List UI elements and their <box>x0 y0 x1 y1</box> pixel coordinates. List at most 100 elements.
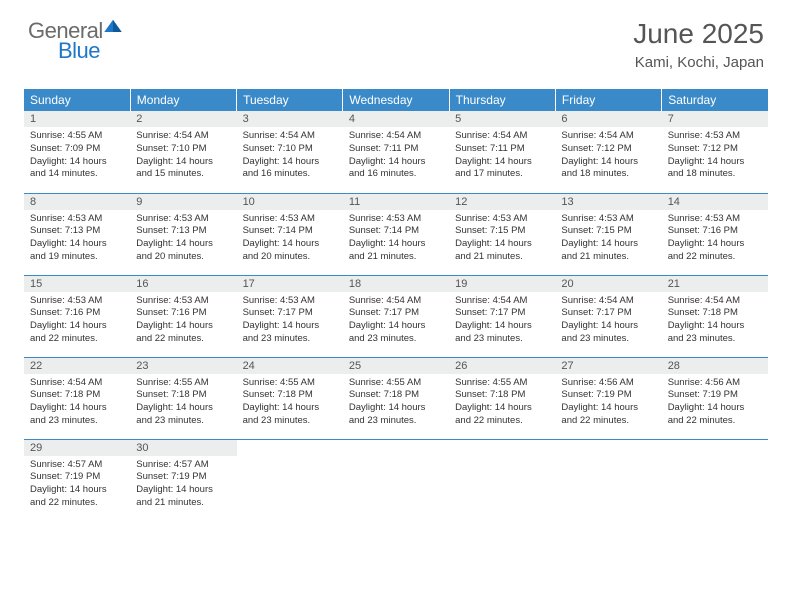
calendar-row: 22Sunrise: 4:54 AMSunset: 7:18 PMDayligh… <box>24 357 768 439</box>
logo-triangle-icon <box>104 18 122 37</box>
day-number: 23 <box>130 358 236 374</box>
calendar-cell: 28Sunrise: 4:56 AMSunset: 7:19 PMDayligh… <box>662 357 768 439</box>
sunrise-line: Sunrise: 4:53 AM <box>349 213 443 226</box>
daylight-line: Daylight: 14 hours and 23 minutes. <box>136 402 230 428</box>
sunset-line: Sunset: 7:11 PM <box>349 143 443 156</box>
day-details: Sunrise: 4:55 AMSunset: 7:18 PMDaylight:… <box>343 374 449 432</box>
sunset-line: Sunset: 7:17 PM <box>455 307 549 320</box>
day-details: Sunrise: 4:55 AMSunset: 7:18 PMDaylight:… <box>237 374 343 432</box>
day-number: 3 <box>237 111 343 127</box>
sunrise-line: Sunrise: 4:56 AM <box>561 377 655 390</box>
sunrise-line: Sunrise: 4:54 AM <box>30 377 124 390</box>
calendar-cell <box>343 439 449 521</box>
sunrise-line: Sunrise: 4:55 AM <box>30 130 124 143</box>
daylight-line: Daylight: 14 hours and 21 minutes. <box>136 484 230 510</box>
daylight-line: Daylight: 14 hours and 21 minutes. <box>455 238 549 264</box>
daylight-line: Daylight: 14 hours and 20 minutes. <box>136 238 230 264</box>
day-number: 18 <box>343 276 449 292</box>
calendar-cell <box>237 439 343 521</box>
day-number: 30 <box>130 440 236 456</box>
sunrise-line: Sunrise: 4:55 AM <box>136 377 230 390</box>
day-number: 4 <box>343 111 449 127</box>
sunset-line: Sunset: 7:19 PM <box>668 389 762 402</box>
day-number: 2 <box>130 111 236 127</box>
sunset-line: Sunset: 7:12 PM <box>561 143 655 156</box>
day-number: 16 <box>130 276 236 292</box>
calendar-cell: 2Sunrise: 4:54 AMSunset: 7:10 PMDaylight… <box>130 111 236 193</box>
sunset-line: Sunset: 7:18 PM <box>30 389 124 402</box>
day-number: 5 <box>449 111 555 127</box>
sunrise-line: Sunrise: 4:56 AM <box>668 377 762 390</box>
calendar-row: 8Sunrise: 4:53 AMSunset: 7:13 PMDaylight… <box>24 193 768 275</box>
calendar-cell: 16Sunrise: 4:53 AMSunset: 7:16 PMDayligh… <box>130 275 236 357</box>
calendar-cell <box>662 439 768 521</box>
calendar-cell: 10Sunrise: 4:53 AMSunset: 7:14 PMDayligh… <box>237 193 343 275</box>
sunrise-line: Sunrise: 4:55 AM <box>455 377 549 390</box>
sunrise-line: Sunrise: 4:53 AM <box>30 213 124 226</box>
logo-text-blue: Blue <box>58 38 122 64</box>
day-number: 25 <box>343 358 449 374</box>
daylight-line: Daylight: 14 hours and 23 minutes. <box>243 402 337 428</box>
weekday-header: Friday <box>555 89 661 111</box>
sunrise-line: Sunrise: 4:54 AM <box>243 130 337 143</box>
sunset-line: Sunset: 7:19 PM <box>136 471 230 484</box>
sunset-line: Sunset: 7:12 PM <box>668 143 762 156</box>
location-label: Kami, Kochi, Japan <box>633 54 764 71</box>
daylight-line: Daylight: 14 hours and 23 minutes. <box>668 320 762 346</box>
day-number: 1 <box>24 111 130 127</box>
day-number: 22 <box>24 358 130 374</box>
calendar-table: Sunday Monday Tuesday Wednesday Thursday… <box>24 89 768 521</box>
daylight-line: Daylight: 14 hours and 20 minutes. <box>243 238 337 264</box>
calendar-cell: 13Sunrise: 4:53 AMSunset: 7:15 PMDayligh… <box>555 193 661 275</box>
sunset-line: Sunset: 7:18 PM <box>136 389 230 402</box>
day-details: Sunrise: 4:54 AMSunset: 7:18 PMDaylight:… <box>24 374 130 432</box>
calendar-cell: 12Sunrise: 4:53 AMSunset: 7:15 PMDayligh… <box>449 193 555 275</box>
sunset-line: Sunset: 7:16 PM <box>668 225 762 238</box>
calendar-cell: 24Sunrise: 4:55 AMSunset: 7:18 PMDayligh… <box>237 357 343 439</box>
day-details: Sunrise: 4:57 AMSunset: 7:19 PMDaylight:… <box>130 456 236 514</box>
sunrise-line: Sunrise: 4:57 AM <box>136 459 230 472</box>
weekday-header: Monday <box>130 89 236 111</box>
sunset-line: Sunset: 7:19 PM <box>30 471 124 484</box>
calendar-cell: 14Sunrise: 4:53 AMSunset: 7:16 PMDayligh… <box>662 193 768 275</box>
calendar-cell: 3Sunrise: 4:54 AMSunset: 7:10 PMDaylight… <box>237 111 343 193</box>
calendar-body: 1Sunrise: 4:55 AMSunset: 7:09 PMDaylight… <box>24 111 768 521</box>
sunset-line: Sunset: 7:15 PM <box>455 225 549 238</box>
daylight-line: Daylight: 14 hours and 16 minutes. <box>243 156 337 182</box>
day-details: Sunrise: 4:53 AMSunset: 7:15 PMDaylight:… <box>555 210 661 268</box>
sunrise-line: Sunrise: 4:54 AM <box>136 130 230 143</box>
calendar-row: 15Sunrise: 4:53 AMSunset: 7:16 PMDayligh… <box>24 275 768 357</box>
sunrise-line: Sunrise: 4:54 AM <box>455 130 549 143</box>
daylight-line: Daylight: 14 hours and 15 minutes. <box>136 156 230 182</box>
calendar-cell: 17Sunrise: 4:53 AMSunset: 7:17 PMDayligh… <box>237 275 343 357</box>
page-header: GeneralBlue June 2025 Kami, Kochi, Japan <box>0 0 792 79</box>
calendar-cell: 26Sunrise: 4:55 AMSunset: 7:18 PMDayligh… <box>449 357 555 439</box>
daylight-line: Daylight: 14 hours and 22 minutes. <box>30 484 124 510</box>
day-details: Sunrise: 4:53 AMSunset: 7:12 PMDaylight:… <box>662 127 768 185</box>
day-details: Sunrise: 4:54 AMSunset: 7:11 PMDaylight:… <box>449 127 555 185</box>
day-details: Sunrise: 4:56 AMSunset: 7:19 PMDaylight:… <box>555 374 661 432</box>
daylight-line: Daylight: 14 hours and 14 minutes. <box>30 156 124 182</box>
day-number: 13 <box>555 194 661 210</box>
calendar-cell: 7Sunrise: 4:53 AMSunset: 7:12 PMDaylight… <box>662 111 768 193</box>
weekday-header: Sunday <box>24 89 130 111</box>
daylight-line: Daylight: 14 hours and 23 minutes. <box>455 320 549 346</box>
day-number: 17 <box>237 276 343 292</box>
calendar-cell: 20Sunrise: 4:54 AMSunset: 7:17 PMDayligh… <box>555 275 661 357</box>
sunrise-line: Sunrise: 4:53 AM <box>455 213 549 226</box>
daylight-line: Daylight: 14 hours and 17 minutes. <box>455 156 549 182</box>
weekday-header-row: Sunday Monday Tuesday Wednesday Thursday… <box>24 89 768 111</box>
day-number: 27 <box>555 358 661 374</box>
sunrise-line: Sunrise: 4:54 AM <box>349 295 443 308</box>
calendar-cell: 6Sunrise: 4:54 AMSunset: 7:12 PMDaylight… <box>555 111 661 193</box>
daylight-line: Daylight: 14 hours and 22 minutes. <box>668 402 762 428</box>
sunset-line: Sunset: 7:17 PM <box>243 307 337 320</box>
calendar-cell: 8Sunrise: 4:53 AMSunset: 7:13 PMDaylight… <box>24 193 130 275</box>
sunrise-line: Sunrise: 4:53 AM <box>668 130 762 143</box>
day-number: 24 <box>237 358 343 374</box>
sunset-line: Sunset: 7:16 PM <box>136 307 230 320</box>
day-details: Sunrise: 4:54 AMSunset: 7:12 PMDaylight:… <box>555 127 661 185</box>
day-details: Sunrise: 4:54 AMSunset: 7:10 PMDaylight:… <box>237 127 343 185</box>
calendar-cell: 25Sunrise: 4:55 AMSunset: 7:18 PMDayligh… <box>343 357 449 439</box>
daylight-line: Daylight: 14 hours and 23 minutes. <box>349 320 443 346</box>
